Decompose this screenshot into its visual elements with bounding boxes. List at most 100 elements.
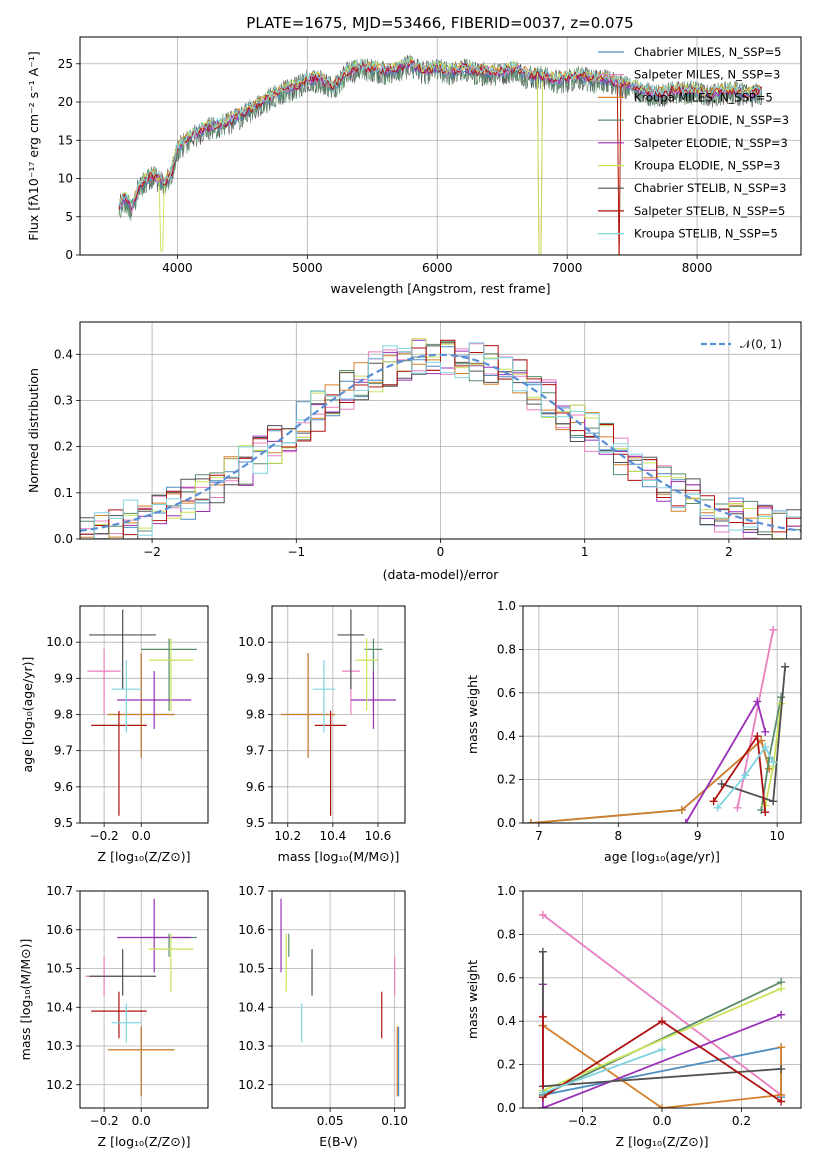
x-axis-label: wavelength [Angstrom, rest frame] <box>330 281 550 296</box>
series-path <box>721 666 786 803</box>
x-tick-label: 0.0 <box>652 1114 671 1128</box>
x-axis-label: age [log₁₀(age/yr)] <box>604 849 720 864</box>
marker <box>777 984 786 993</box>
y-tick-label: 10 <box>58 172 73 186</box>
y-tick-label: 15 <box>58 133 73 147</box>
y-tick-label: 0.8 <box>497 642 516 656</box>
plot-area <box>87 609 197 816</box>
marker <box>658 1045 666 1054</box>
series-line <box>709 732 770 817</box>
x-tick-label: −0.2 <box>568 1114 597 1128</box>
marker <box>538 1012 547 1021</box>
marker <box>777 1043 786 1052</box>
errorbar-point <box>111 1003 142 1043</box>
y-tick-label: 9.7 <box>246 744 265 758</box>
y-tick-label: 10.6 <box>46 923 73 937</box>
marker <box>761 743 770 752</box>
legend-label: Kroupa STELIB, N_SSP=5 <box>634 227 778 241</box>
y-tick-label: 0.4 <box>54 347 73 361</box>
series-line <box>538 1045 666 1097</box>
x-tick-label: −0.2 <box>90 1114 119 1128</box>
marker <box>681 819 690 823</box>
y-tick-label: 9.5 <box>54 816 73 830</box>
marker <box>777 1010 786 1019</box>
x-tick-label: 7000 <box>552 261 583 275</box>
y-tick-label: 1.0 <box>497 599 516 613</box>
y-tick-label: 0.0 <box>54 532 73 546</box>
plot-area <box>538 910 786 1108</box>
spectrum-series-9 <box>118 58 762 208</box>
marker <box>769 797 778 806</box>
axes-frame <box>79 321 802 540</box>
legend-label: Salpeter ELODIE, N_SSP=3 <box>634 136 788 150</box>
series-path <box>542 981 782 1096</box>
legend-label: Chabrier STELIB, N_SSP=3 <box>634 181 786 195</box>
series-path <box>542 1016 782 1103</box>
x-tick-label: 9 <box>694 829 702 843</box>
x-axis-label: E(B-V) <box>319 1134 358 1149</box>
legend-label: Salpeter MILES, N_SSP=3 <box>634 68 780 82</box>
y-tick-label: 0.2 <box>54 440 73 454</box>
y-tick-label: 1.0 <box>497 884 516 898</box>
y-tick-label: 0.4 <box>497 729 516 743</box>
errorbar-point <box>312 660 336 733</box>
x-tick-label: 6000 <box>422 261 453 275</box>
marker <box>733 803 742 812</box>
y-axis-label: Normed distribution <box>26 368 41 493</box>
y-tick-label: 0.2 <box>497 773 516 787</box>
series-line <box>538 1012 786 1106</box>
axes-frame <box>79 890 209 1109</box>
y-tick-label: 0.6 <box>497 971 516 985</box>
errorbar-point <box>89 609 157 690</box>
x-axis-label: mass [log₁₀(M/M⊙)] <box>278 849 400 864</box>
y-tick-label: 20 <box>58 95 73 109</box>
panel-7: 0.05 0.10 10.2 10.3 10.4 10.5 10.6 10.7 E(B-V) <box>238 884 408 1149</box>
x-axis-label: (data-model)/error <box>383 567 500 582</box>
x-axis-label: Z [log₁₀(Z/Z⊙)] <box>98 1134 191 1149</box>
y-axis-label: age [log₁₀(age/yr)] <box>20 657 35 773</box>
y-tick-label: 10.7 <box>238 884 265 898</box>
panel-1: 4000 5000 6000 7000 8000 0 5 10 15 20 25 PLATE=1675… <box>26 14 802 296</box>
series-line <box>681 697 770 823</box>
y-tick-label: 10.2 <box>238 1078 265 1092</box>
errorbar-point <box>91 710 147 816</box>
series-path <box>716 745 774 809</box>
x-tick-label: 0.10 <box>381 1114 408 1128</box>
errorbar-point <box>111 660 142 733</box>
x-tick-label: 10.6 <box>365 829 392 843</box>
panel-5: 7 8 9 10 0.0 0.2 0.4 0.6 0.8 1.0 age [log₁₀(age/yr… <box>465 599 802 864</box>
y-axis-label: Flux [fλ10⁻¹⁷ erg cm⁻² s⁻¹ A⁻¹] <box>26 51 41 240</box>
errorbar-point <box>350 671 396 729</box>
marker <box>658 1104 666 1108</box>
x-tick-label: 0.0 <box>132 829 151 843</box>
x-tick-label: 10 <box>770 829 785 843</box>
y-tick-label: 9.6 <box>246 780 265 794</box>
series-path <box>542 914 782 1096</box>
y-tick-label: 0 <box>65 248 73 262</box>
x-tick-label: 7 <box>535 829 543 843</box>
marker <box>753 732 762 741</box>
plot-area <box>118 54 763 255</box>
marker <box>526 819 535 823</box>
errorbar-point <box>148 933 194 992</box>
marker <box>761 727 770 736</box>
x-tick-label: −1 <box>287 545 305 559</box>
errorbar-point <box>107 1026 175 1097</box>
panel-6: −0.2 0.0 10.2 10.3 10.4 10.5 10.6 10.7 Z [log₁₀(… <box>18 884 209 1149</box>
errorbar-point <box>148 638 194 711</box>
legend: 𝒩(0, 1) <box>701 337 782 351</box>
errorbar-point <box>87 649 121 715</box>
marker <box>538 1104 547 1108</box>
plot-area <box>280 898 400 1097</box>
series-path <box>530 738 771 823</box>
y-tick-label: 9.5 <box>246 816 265 830</box>
series-path <box>542 987 782 1092</box>
series-path <box>542 1048 663 1094</box>
x-tick-label: 8000 <box>682 261 713 275</box>
y-tick-label: 9.9 <box>54 671 73 685</box>
y-tick-label: 10.7 <box>46 884 73 898</box>
errorbar-point <box>107 653 175 758</box>
y-tick-label: 0.8 <box>497 927 516 941</box>
y-tick-label: 9.6 <box>54 780 73 794</box>
series-path <box>530 738 771 823</box>
